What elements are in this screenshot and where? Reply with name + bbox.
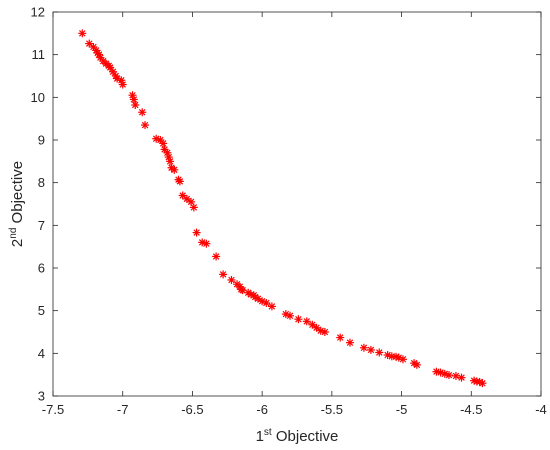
data-point bbox=[118, 80, 127, 89]
data-point bbox=[398, 355, 407, 364]
y-tick-label: 12 bbox=[31, 5, 45, 20]
data-point bbox=[187, 197, 196, 206]
x-tick-label: -7.5 bbox=[42, 402, 64, 417]
data-point bbox=[412, 360, 421, 369]
y-tick-label: 7 bbox=[38, 218, 45, 233]
data-point bbox=[166, 157, 175, 166]
data-point bbox=[78, 29, 87, 38]
data-point bbox=[129, 95, 138, 104]
y-tick-label: 4 bbox=[38, 346, 45, 361]
data-point bbox=[138, 108, 147, 117]
data-point bbox=[262, 298, 271, 307]
data-point bbox=[170, 165, 179, 174]
y-tick-label: 8 bbox=[38, 175, 45, 190]
data-point bbox=[219, 270, 228, 279]
data-point bbox=[451, 371, 460, 380]
plot-area bbox=[52, 11, 542, 397]
data-point bbox=[108, 67, 117, 76]
x-tick-label: -5.5 bbox=[321, 402, 343, 417]
x-axis-title: 1st Objective bbox=[256, 427, 339, 445]
data-point bbox=[375, 348, 384, 357]
data-point bbox=[106, 63, 115, 72]
axis-ticks: -7.5 -7 -6.5 -6 -5.5 -5 -4.5 -4 3 4 5 6 7 8 9 10 11 12 bbox=[31, 5, 547, 418]
data-markers bbox=[78, 29, 487, 388]
x-tick-label: -4.5 bbox=[460, 402, 482, 417]
data-point bbox=[192, 228, 201, 237]
x-tick-label: -6.5 bbox=[181, 402, 203, 417]
data-point bbox=[478, 379, 487, 388]
data-point bbox=[436, 368, 445, 377]
data-point bbox=[320, 328, 329, 336]
data-point bbox=[253, 294, 262, 303]
x-tick-label: -6 bbox=[256, 402, 268, 417]
y-tick-label: 9 bbox=[38, 133, 45, 148]
data-point bbox=[457, 373, 466, 382]
data-point bbox=[198, 238, 207, 247]
data-point bbox=[294, 315, 303, 324]
y-tick-label: 3 bbox=[38, 389, 45, 404]
data-point bbox=[175, 177, 184, 186]
data-point bbox=[159, 139, 168, 148]
data-point bbox=[308, 320, 317, 329]
y-axis-title: 2nd Objective bbox=[8, 161, 26, 247]
data-point bbox=[312, 323, 321, 332]
y-tick-label: 11 bbox=[32, 47, 46, 62]
data-point bbox=[302, 317, 311, 326]
data-point bbox=[345, 338, 354, 347]
data-point bbox=[238, 286, 247, 295]
data-point bbox=[189, 203, 198, 212]
y-tick-label: 10 bbox=[31, 90, 45, 105]
x-tick-label: -7 bbox=[117, 402, 129, 417]
data-point bbox=[366, 345, 375, 354]
data-point bbox=[227, 275, 236, 284]
y-tick-label: 6 bbox=[38, 261, 45, 276]
data-point bbox=[267, 302, 276, 311]
x-tick-label: -5 bbox=[396, 402, 408, 417]
data-point bbox=[202, 239, 211, 248]
data-point bbox=[131, 101, 140, 110]
data-point bbox=[212, 252, 221, 261]
data-point bbox=[182, 194, 191, 203]
data-point bbox=[444, 371, 453, 380]
data-point bbox=[359, 343, 368, 352]
data-point bbox=[336, 333, 345, 342]
data-point bbox=[141, 121, 150, 130]
y-tick-label: 5 bbox=[38, 303, 45, 318]
data-point bbox=[286, 311, 295, 320]
x-tick-label: -4 bbox=[535, 402, 547, 417]
